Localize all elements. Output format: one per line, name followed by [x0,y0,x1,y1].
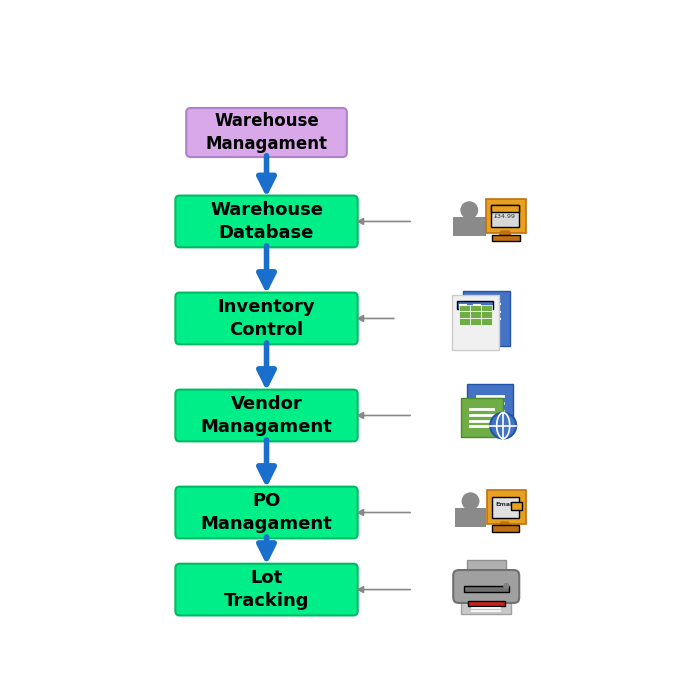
FancyBboxPatch shape [481,318,491,325]
Text: Email: Email [496,502,515,507]
FancyBboxPatch shape [464,586,509,592]
Circle shape [461,492,480,510]
FancyBboxPatch shape [470,318,481,325]
FancyBboxPatch shape [487,491,526,524]
FancyBboxPatch shape [467,561,506,580]
FancyBboxPatch shape [458,312,470,318]
FancyBboxPatch shape [458,318,470,325]
Text: Vendor
Managament: Vendor Managament [201,395,332,435]
FancyBboxPatch shape [491,497,519,518]
Polygon shape [453,218,486,236]
Text: £34.99: £34.99 [494,214,516,219]
FancyBboxPatch shape [176,486,358,538]
FancyBboxPatch shape [453,570,519,603]
Polygon shape [498,230,512,237]
Text: Inventory
Control: Inventory Control [218,298,315,339]
Polygon shape [498,522,511,528]
FancyBboxPatch shape [176,195,358,247]
FancyBboxPatch shape [186,108,346,157]
FancyBboxPatch shape [176,564,358,615]
FancyBboxPatch shape [468,384,512,427]
FancyBboxPatch shape [461,594,511,615]
Text: PO
Managament: PO Managament [201,492,332,533]
FancyBboxPatch shape [458,301,493,309]
FancyBboxPatch shape [491,205,519,227]
FancyBboxPatch shape [176,293,358,344]
FancyBboxPatch shape [481,304,491,312]
FancyBboxPatch shape [481,312,491,318]
Circle shape [490,413,516,438]
FancyBboxPatch shape [470,304,481,312]
Text: Warehouse
Database: Warehouse Database [210,202,323,242]
Circle shape [461,201,478,219]
FancyBboxPatch shape [458,304,470,312]
FancyBboxPatch shape [511,502,522,510]
Text: Warehouse
Managament: Warehouse Managament [206,113,328,153]
FancyBboxPatch shape [176,390,358,442]
Circle shape [503,583,510,589]
FancyBboxPatch shape [491,205,519,212]
Text: Lot
Tracking: Lot Tracking [224,570,309,610]
FancyBboxPatch shape [470,312,481,318]
FancyBboxPatch shape [452,295,499,350]
FancyBboxPatch shape [461,398,503,437]
FancyBboxPatch shape [492,234,519,241]
FancyBboxPatch shape [463,290,510,346]
FancyBboxPatch shape [468,601,505,606]
FancyBboxPatch shape [486,199,526,233]
Polygon shape [455,508,486,526]
FancyBboxPatch shape [491,526,519,532]
